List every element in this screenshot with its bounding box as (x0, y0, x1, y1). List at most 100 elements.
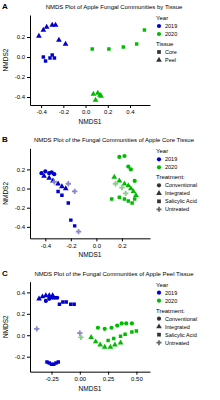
legend-swatch (157, 157, 161, 161)
legend-title: Tissue (156, 41, 174, 47)
x-axis: -0.4 -0.2 0.0 0.2 (31, 238, 151, 248)
legend-label: Integrated (165, 190, 190, 196)
legend-swatch (157, 299, 161, 303)
tick-mark (52, 372, 53, 375)
tick-mark (108, 105, 109, 108)
point (143, 28, 146, 31)
tick-mark (27, 292, 30, 293)
tick: -0.4 (36, 105, 47, 115)
tick-mark (27, 37, 30, 38)
point (98, 93, 104, 98)
point (130, 321, 134, 325)
point (127, 199, 130, 202)
point (61, 300, 64, 303)
point (110, 197, 113, 200)
x-axis-title: NMDS1 (79, 251, 102, 258)
series (56, 190, 76, 228)
point (112, 342, 118, 347)
legend-label: Untreated (165, 340, 189, 346)
point (123, 332, 126, 335)
tick-mark (27, 227, 30, 228)
points (34, 292, 138, 366)
tick-label: -0.25 (45, 376, 59, 382)
tick: 0.25 (103, 372, 115, 382)
point (113, 181, 118, 186)
tick-label: 0.4 (17, 290, 26, 296)
x-axis: -0.25 0.00 0.25 0.50 (31, 372, 151, 382)
point (107, 47, 110, 50)
points (39, 154, 138, 234)
legend: Year20192020TissueCorePeel (156, 15, 177, 63)
point (117, 178, 123, 183)
series (41, 173, 68, 190)
point (72, 189, 77, 194)
tick: 0.0 (82, 105, 91, 115)
axis-line (31, 372, 151, 373)
point (130, 330, 133, 333)
point (53, 56, 56, 59)
y-axis-title: NMDS2 (2, 315, 9, 338)
tick-mark (27, 77, 30, 78)
tick-mark (27, 357, 30, 358)
tick: -0.4 (41, 238, 52, 248)
series (88, 334, 123, 349)
tick-label: -0.2 (15, 74, 26, 80)
point (119, 185, 124, 190)
tick-label: -0.4 (15, 94, 26, 100)
point (122, 154, 126, 158)
panel-label: A (2, 2, 8, 11)
series (106, 329, 138, 342)
tick-mark (136, 372, 137, 375)
point (96, 326, 100, 330)
series (45, 360, 60, 366)
tick: 0.2 (118, 238, 127, 248)
tick-mark (122, 238, 123, 241)
point (115, 323, 119, 327)
tick: 0.0 (93, 238, 102, 248)
point (63, 41, 69, 46)
point (57, 360, 60, 363)
point (55, 296, 59, 300)
point (56, 190, 59, 193)
tick-label: 0.00 (74, 376, 86, 382)
tick: -0.2 (15, 354, 30, 360)
tick: -0.2 (15, 205, 30, 211)
tick-mark (86, 105, 87, 108)
plot-area: -0.4-0.20.00.2-0.4-0.20.00.2 (15, 149, 151, 249)
point (66, 181, 71, 186)
point (58, 302, 61, 305)
legend-label: 2020 (165, 164, 177, 170)
y-axis: -0.20.00.20.4 (15, 282, 31, 372)
series (42, 53, 57, 62)
legend-title: Treatment: (156, 174, 185, 180)
point (34, 326, 39, 331)
tick-mark (27, 314, 30, 315)
point (41, 173, 47, 178)
legend: Year20192020Treatment:ConventionalIntegr… (156, 148, 197, 212)
legend-swatch (156, 323, 162, 328)
tick-label: 0.50 (131, 376, 143, 382)
tick-mark (27, 57, 30, 58)
tick: -0.25 (45, 372, 59, 382)
legend-label: Integrated (165, 324, 190, 330)
legend-swatch (157, 333, 161, 337)
point (118, 339, 124, 344)
point (103, 327, 107, 331)
legend-label: 2019 (165, 23, 177, 29)
point (78, 335, 83, 340)
point (43, 169, 47, 173)
tick: 0.4 (17, 290, 30, 296)
legend-title: Year (156, 282, 168, 288)
tick: -0.2 (66, 238, 77, 248)
y-axis: -0.4-0.20.00.2 (15, 149, 31, 239)
point (56, 37, 62, 42)
panel: -0.4-0.20.00.2-0.4-0.20.00.2NMDS Plot of… (2, 135, 197, 258)
legend-swatch (156, 57, 162, 62)
axis-line (31, 105, 151, 106)
tick-label: 0.2 (17, 311, 26, 317)
axis-line (31, 238, 151, 239)
tick: 0.2 (17, 167, 30, 173)
chart-container: -0.4-0.20.00.20.4-0.4-0.20.00.2NMDS Plot… (0, 0, 220, 400)
point (36, 33, 42, 38)
point (123, 197, 126, 200)
